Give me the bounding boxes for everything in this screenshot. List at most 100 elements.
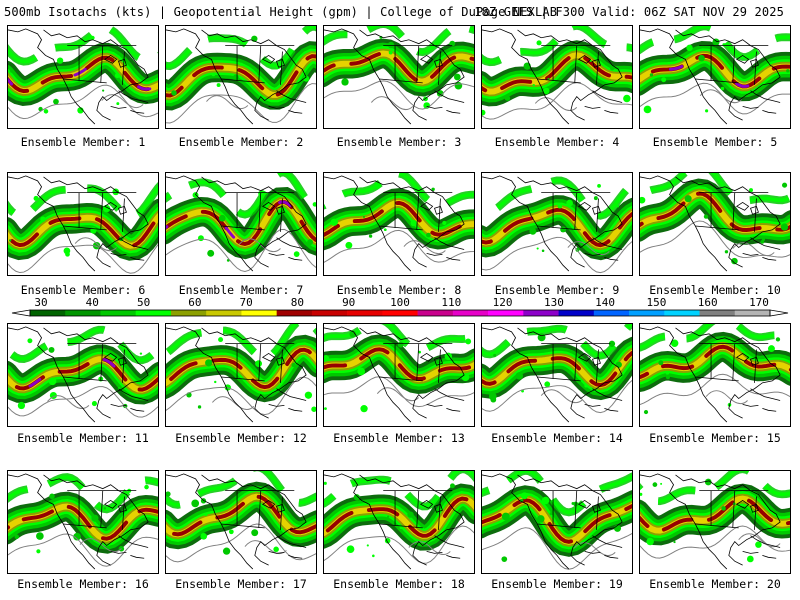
isotach-field: [640, 324, 790, 415]
colorbar-swatch: [734, 310, 771, 316]
coastlines: [324, 326, 465, 423]
member-label: Ensemble Member: 15: [649, 431, 781, 445]
colorbar-swatch: [276, 310, 313, 316]
member-map-7: [165, 172, 317, 276]
colorbar-tick-label: 80: [291, 296, 304, 309]
coastlines: [8, 473, 149, 570]
isotach-colorbar: 30 40 50 60 70 80 90 100 110 120 130 140 150 160 170: [11, 296, 789, 317]
colorbar-swatch: [523, 310, 559, 316]
isotach-field: [8, 325, 158, 410]
member-map-2: [165, 25, 317, 129]
coastlines: [324, 473, 465, 570]
member-label: Ensemble Member: 2: [178, 135, 304, 149]
member-map-12: [165, 323, 317, 427]
header: 500mb Isotachs (kts) | Geopotential Heig…: [0, 0, 800, 22]
isotach-field: [324, 173, 474, 251]
valid-time: 18Z GEFS | F300 Valid: 06Z SAT NOV 29 20…: [474, 5, 784, 19]
colorbar-tick-label: 170: [749, 296, 769, 309]
colorbar-tick-label: 130: [544, 296, 564, 309]
member-label: Ensemble Member: 9: [494, 283, 620, 297]
member-map-14: [481, 323, 633, 427]
member-label: Ensemble Member: 16: [17, 577, 149, 591]
colorbar-tick-label: 110: [441, 296, 461, 309]
height-contours: [8, 237, 158, 274]
colorbar-swatch: [629, 310, 665, 316]
colorbar-tick-label: 70: [239, 296, 252, 309]
colorbar-swatch: [593, 310, 630, 316]
colorbar-swatch: [382, 310, 418, 316]
coastlines: [8, 326, 149, 423]
height-contours: [640, 373, 790, 406]
isotach-field: [166, 324, 316, 412]
member-label: Ensemble Member: 20: [649, 577, 781, 591]
isotach-field: [640, 471, 790, 563]
isotach-field: [482, 471, 632, 563]
height-contours: [640, 220, 790, 258]
member-map-5: [639, 25, 791, 129]
coastlines: [8, 175, 149, 272]
coastlines: [482, 473, 623, 570]
isotach-field: [640, 173, 790, 265]
height-contours: [324, 80, 474, 111]
colorbar-tick-label: 100: [390, 296, 410, 309]
member-map-17: [165, 470, 317, 574]
member-label: Ensemble Member: 13: [333, 431, 465, 445]
member-label: Ensemble Member: 3: [336, 135, 462, 149]
member-label: Ensemble Member: 5: [652, 135, 778, 149]
height-contours: [482, 82, 632, 120]
member-map-3: [323, 25, 475, 129]
coastlines: [640, 326, 781, 423]
isotach-field: [166, 471, 316, 555]
member-label: Ensemble Member: 14: [491, 431, 623, 445]
colorbar-max-arrow: [769, 309, 789, 317]
member-map-9: [481, 172, 633, 276]
colorbar-swatch: [417, 310, 454, 316]
height-contours: [166, 228, 316, 272]
coastlines: [482, 175, 623, 272]
colorbar-min-arrow: [11, 309, 31, 317]
height-contours: [166, 83, 316, 124]
member-map-15: [639, 323, 791, 427]
coastlines: [166, 473, 307, 570]
member-map-8: [323, 172, 475, 276]
member-label: Ensemble Member: 11: [17, 431, 149, 445]
height-contours: [324, 229, 474, 263]
isotach-field: [640, 26, 790, 114]
colorbar-swatch: [206, 310, 242, 316]
member-map-16: [7, 470, 159, 574]
chart-title: 500mb Isotachs (kts) | Geopotential Heig…: [4, 5, 558, 19]
colorbar-tick-label: 30: [34, 296, 47, 309]
member-label: Ensemble Member: 10: [649, 283, 781, 297]
coastlines: [482, 326, 623, 423]
isotach-field: [482, 26, 632, 116]
coastlines: [482, 28, 623, 125]
isotach-field: [166, 26, 316, 111]
height-contours: [8, 533, 158, 567]
colorbar-swatch: [347, 310, 383, 316]
isotach-field: [166, 173, 316, 262]
height-contours: [324, 525, 474, 564]
member-map-6: [7, 172, 159, 276]
colorbar-swatch: [664, 310, 700, 316]
member-map-13: [323, 323, 475, 427]
coastlines: [166, 28, 307, 125]
member-map-20: [639, 470, 791, 574]
member-map-11: [7, 323, 159, 427]
coastlines: [166, 175, 307, 272]
isotach-field: [482, 324, 632, 403]
member-map-1: [7, 25, 159, 129]
coastlines: [8, 28, 149, 125]
member-label: Ensemble Member: 4: [494, 135, 620, 149]
colorbar-swatch: [65, 310, 101, 316]
member-map-18: [323, 470, 475, 574]
height-contours: [166, 376, 316, 416]
coastlines: [640, 473, 781, 570]
member-label: Ensemble Member: 8: [336, 283, 462, 297]
colorbar-tick-label: 120: [493, 296, 513, 309]
colorbar-swatch: [699, 310, 736, 316]
isotach-field: [482, 176, 632, 261]
height-contours: [8, 386, 158, 418]
height-contours: [166, 523, 316, 563]
colorbar-tick-label: 50: [137, 296, 150, 309]
colorbar-swatch: [30, 310, 66, 316]
